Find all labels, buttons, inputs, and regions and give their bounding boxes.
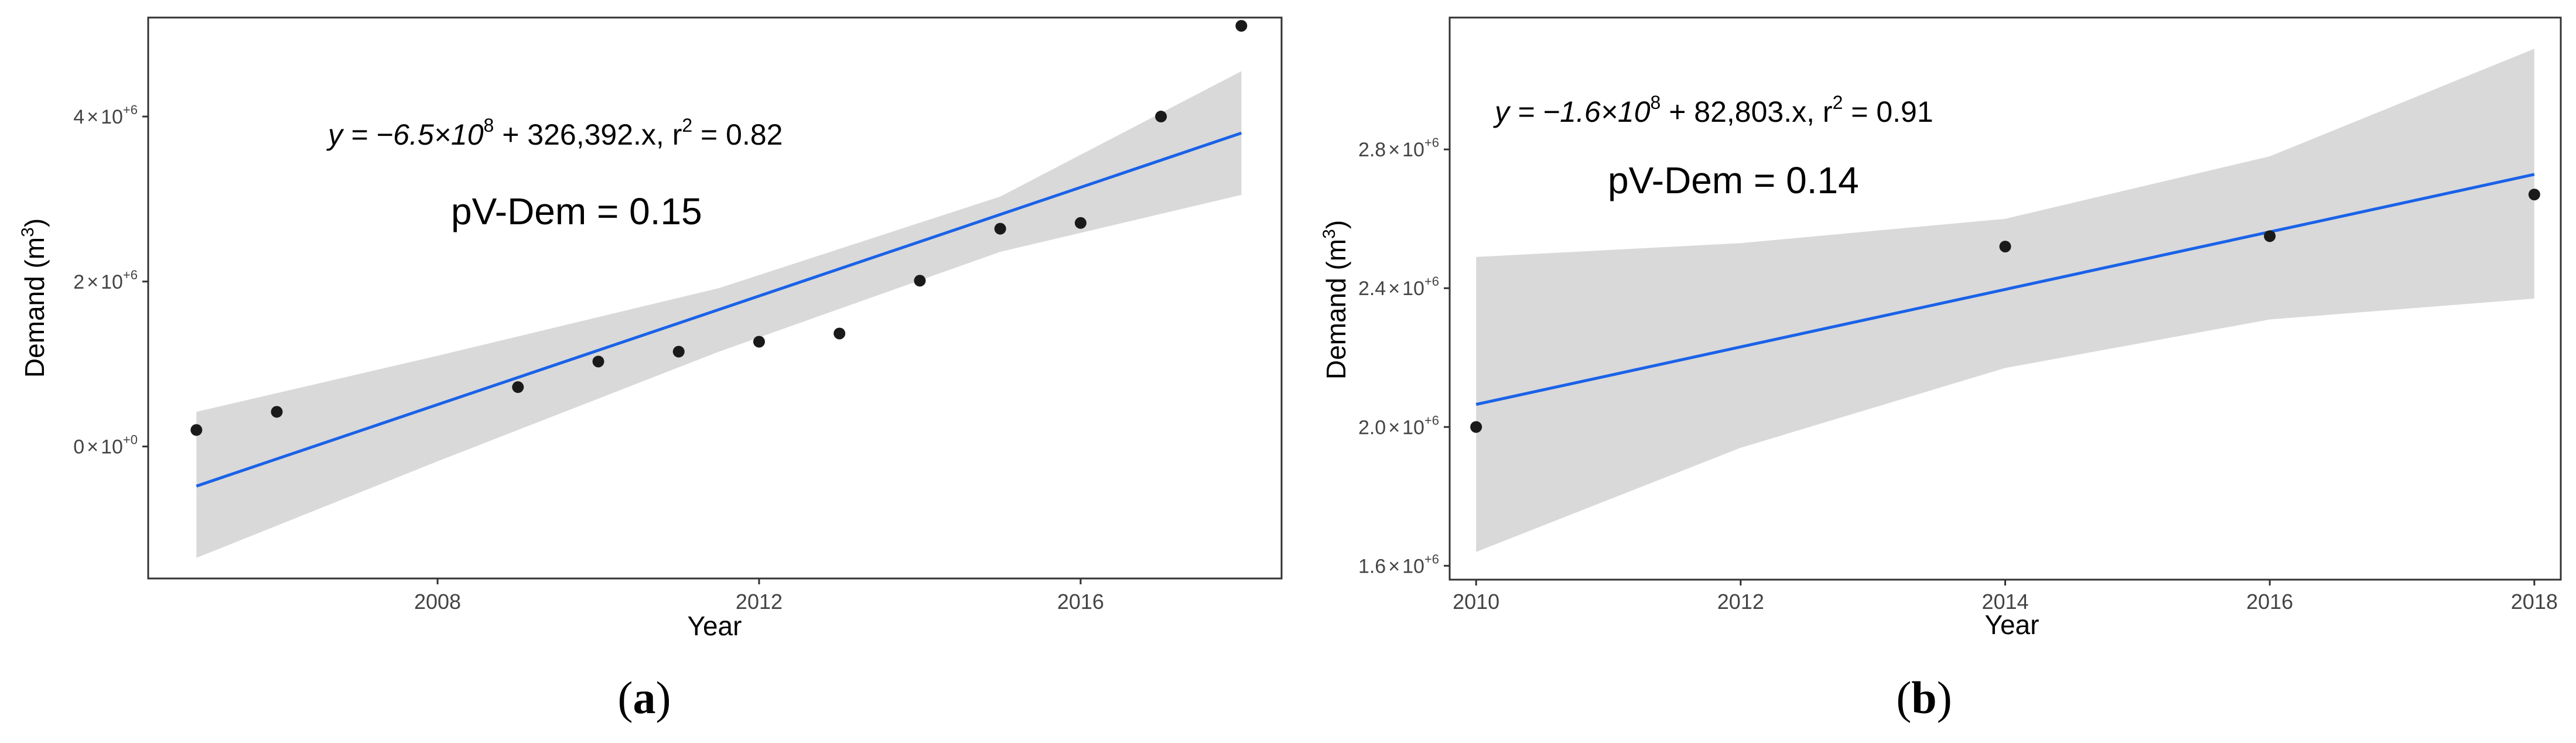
svg-text:2×10+6: 2 × 10+6	[73, 268, 138, 293]
svg-text:2016: 2016	[2246, 590, 2293, 614]
svg-text:2012: 2012	[1717, 590, 1764, 614]
svg-text:2010: 2010	[1453, 590, 1499, 614]
panel-b-data-point-2010	[1470, 421, 1482, 433]
svg-text:2016: 2016	[1057, 590, 1104, 614]
svg-text:1.6×10+6: 1.6 × 10+6	[1358, 552, 1439, 577]
panel-a-x-tick-2008: 2008	[414, 578, 461, 614]
svg-text:2018: 2018	[2511, 590, 2558, 614]
panel-a-x-tick-2012: 2012	[736, 578, 783, 614]
panel-b-data-point-2014	[1999, 241, 2011, 253]
panel-b-caption: (b)	[1896, 672, 1952, 723]
panel-a-y-axis-title: Demand (m3)	[18, 218, 50, 378]
panel-b-y-axis: 1.6 × 10+6 2.0 × 10+6 2.4 × 10+6 2.8 × 10+6	[1358, 135, 1450, 577]
panel-b-x-tick-2016: 2016	[2246, 580, 2293, 614]
panel-b-x-tick-2010: 2010	[1453, 580, 1499, 614]
panel-a-points	[190, 20, 1248, 436]
panel-b-data-point-2016	[2264, 230, 2276, 242]
svg-text:2008: 2008	[414, 590, 461, 614]
panel-b-x-tick-2018: 2018	[2511, 580, 2558, 614]
svg-text:0×10+0: 0 × 10+0	[73, 433, 138, 458]
panel-b-equation: y = −1.6×108 + 82,803.x, r2 = 0.91	[1493, 92, 1933, 128]
panel-b-points	[1470, 189, 2540, 433]
panel-a-y-tick-0: 0 × 10+0	[73, 433, 148, 458]
panel-b: 1.6 × 10+6 2.0 × 10+6 2.4 × 10+6 2.8 × 10+6 2010	[1320, 16, 2562, 723]
panel-b-x-tick-2012: 2012	[1717, 580, 1764, 614]
panel-b-y-tick-0: 1.6 × 10+6	[1358, 552, 1450, 577]
panel-a-pvalue-annotation: pV-Dem = 0.15	[451, 190, 702, 232]
svg-text:2012: 2012	[736, 590, 783, 614]
panel-b-y-tick-3: 2.8 × 10+6	[1358, 135, 1450, 161]
panel-b-confidence-band	[1476, 49, 2534, 552]
panel-b-y-axis-title: Demand (m3)	[1320, 220, 1351, 379]
panel-a-y-tick-1: 2 × 10+6	[73, 268, 148, 293]
panel-a-data-point-2015	[994, 222, 1006, 235]
panel-a-data-point-2016	[1074, 217, 1087, 229]
panel-a-x-tick-2016: 2016	[1057, 578, 1104, 614]
panel-a-x-axis: 2008 2012 2016	[414, 578, 1104, 614]
panel-b-pvalue-annotation: pV-Dem = 0.14	[1608, 159, 1859, 201]
panel-a-data-point-2009	[512, 381, 524, 393]
panel-a-fit-line	[196, 131, 1242, 488]
panel-a-equation: y = −6.5×108 + 326,392.x, r2 = 0.82	[326, 115, 783, 151]
svg-text:4×10+6: 4 × 10+6	[73, 102, 138, 128]
panel-b-y-tick-1: 2.0 × 10+6	[1358, 413, 1450, 439]
svg-text:2014: 2014	[1981, 590, 2028, 614]
panel-a-data-point-2010	[592, 355, 604, 368]
panel-a-data-point-2018	[1235, 20, 1248, 32]
panel-a-confidence-band	[196, 71, 1242, 558]
panel-a-data-point-2011	[672, 345, 685, 358]
panel-a-data-point-2014	[914, 275, 926, 287]
panel-a-data-point-2012	[753, 335, 765, 348]
panel-b-fit-line	[1475, 173, 2535, 406]
panel-a-data-point-2005	[190, 424, 203, 436]
panel-a: 0 × 10+0 2 × 10+6 4 × 10+6 2008 2012 201	[18, 16, 1283, 723]
panel-b-data-point-2018	[2528, 189, 2540, 201]
panel-a-x-axis-title: Year	[688, 611, 742, 641]
panel-b-y-tick-2: 2.4 × 10+6	[1358, 274, 1450, 300]
panel-a-y-tick-2: 4 × 10+6	[73, 102, 148, 128]
panel-b-x-axis: 2010 2012 2014 2016 2018	[1453, 580, 2558, 614]
panel-a-data-point-2006	[271, 406, 283, 418]
svg-text:2.8×10+6: 2.8 × 10+6	[1358, 135, 1439, 161]
svg-text:2.0×10+6: 2.0 × 10+6	[1358, 413, 1439, 439]
panel-a-data-point-2017	[1155, 111, 1167, 123]
panel-b-x-axis-title: Year	[1985, 610, 2039, 640]
svg-text:2.4×10+6: 2.4 × 10+6	[1358, 274, 1439, 300]
panel-b-x-tick-2014: 2014	[1981, 580, 2029, 614]
panel-a-y-axis: 0 × 10+0 2 × 10+6 4 × 10+6	[73, 102, 148, 458]
panel-a-caption: (a)	[618, 672, 671, 723]
panel-a-data-point-2013	[833, 327, 846, 340]
